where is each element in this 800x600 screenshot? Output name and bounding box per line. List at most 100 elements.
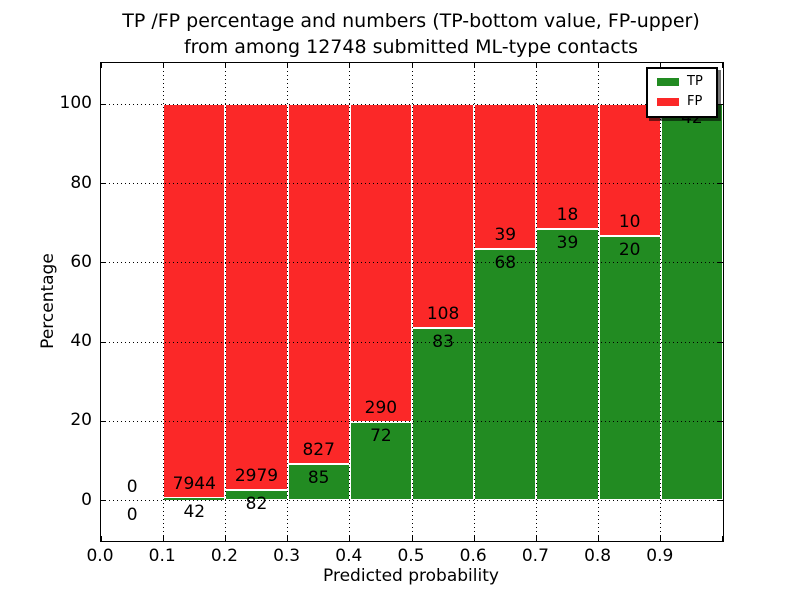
- bar-segment-fp: [474, 104, 537, 249]
- y-tick-label: 60: [70, 251, 92, 272]
- grid-layer: [101, 63, 723, 541]
- bars-layer: [101, 63, 723, 541]
- x-tick-mark: [349, 536, 351, 541]
- y-tick-mark: [101, 500, 106, 501]
- x-axis-label: Predicted probability: [323, 566, 499, 586]
- x-tick-mark-top: [411, 63, 413, 68]
- x-tick-mark: [100, 536, 102, 541]
- bar-value-label-tp: 0: [126, 504, 138, 525]
- y-tick-mark-right: [718, 183, 723, 185]
- x-tick-label: 0.4: [335, 546, 363, 566]
- y-tick-mark: [101, 183, 106, 185]
- plot-area: 0 0 7944 42 2979 82 827 85 290 72 108 83 39 68 18 39 10 2…: [100, 62, 724, 542]
- bar-value-label-tp: 72: [370, 425, 392, 446]
- bar-segment-fp: [412, 104, 475, 329]
- x-tick-mark: [224, 536, 226, 541]
- bar-segment-fp: [598, 104, 661, 237]
- bar-segment-tp: [536, 229, 599, 501]
- x-tick-mark-top: [349, 63, 351, 68]
- legend-entry: TP: [657, 75, 709, 89]
- v-gridline: [162, 63, 164, 541]
- y-tick-mark-right: [718, 500, 723, 501]
- x-tick-label: 0.5: [397, 546, 425, 566]
- legend-label: FP: [687, 94, 703, 109]
- bar-value-label-tp: 20: [618, 240, 641, 261]
- bar-segment-fp: [287, 104, 350, 464]
- legend: TP FP: [646, 67, 718, 118]
- bar-value-label-fp: 7944: [172, 474, 216, 495]
- bar-value-label-fp: 10: [618, 212, 641, 233]
- x-tick-mark-top: [473, 63, 475, 68]
- bar-value-label-fp: 39: [494, 224, 517, 245]
- x-tick-mark-top: [100, 63, 102, 68]
- x-tick-mark-top: [598, 63, 600, 68]
- bar-value-label-tp: 85: [307, 467, 330, 488]
- bar-value-label-fp: 0: [126, 476, 138, 497]
- bar-value-label-tp: 82: [245, 493, 268, 514]
- x-tick-mark-top: [224, 63, 226, 68]
- x-tick-mark: [287, 536, 289, 541]
- legend-swatch-fp: [657, 98, 679, 106]
- y-tick-label: 100: [59, 93, 92, 114]
- x-tick-label: 0.8: [584, 546, 612, 566]
- bar-value-label-fp: 2979: [234, 465, 279, 486]
- ticks-layer: [100, 63, 723, 541]
- v-gridline: [598, 63, 600, 541]
- x-tick-mark: [162, 536, 164, 541]
- bar-segment-tp: [660, 104, 723, 501]
- x-tick-mark: [721, 536, 723, 541]
- y-tick-mark-right: [718, 341, 723, 343]
- bar-value-label-fp: 290: [364, 397, 398, 418]
- legend-label: TP: [687, 74, 703, 89]
- bar-value-label-tp: 39: [556, 233, 579, 254]
- x-tick-mark: [473, 536, 475, 541]
- x-tick-label: 0.0: [86, 546, 114, 566]
- x-tick-label: 0.6: [459, 546, 487, 566]
- bar-segment-fp: [225, 104, 288, 490]
- x-tick-mark-top: [162, 63, 164, 68]
- x-tick-mark: [660, 536, 662, 541]
- legend-entry: FP: [657, 95, 709, 109]
- chart-title: TP /FP percentage and numbers (TP-bottom…: [100, 8, 722, 60]
- y-tick-label: 80: [70, 172, 92, 193]
- x-tick-mark: [598, 536, 600, 541]
- bar-value-label-tp: 42: [183, 502, 206, 523]
- bar-value-label-fp: 108: [426, 304, 460, 325]
- bar-segment-tp: [474, 248, 537, 501]
- y-tick-mark-right: [718, 103, 723, 105]
- y-tick-mark: [101, 420, 106, 422]
- bar-value-label-tp: 83: [432, 332, 454, 353]
- x-tick-label: 0.9: [646, 546, 674, 566]
- y-tick-mark: [101, 103, 106, 105]
- bar-segment-tp: [412, 328, 475, 501]
- bar-segment-tp: [349, 421, 412, 501]
- x-tick-mark: [411, 536, 413, 541]
- x-tick-label: 0.2: [210, 546, 238, 566]
- y-tick-mark-right: [718, 262, 723, 264]
- bar-segment-fp: [536, 104, 599, 230]
- v-gridline: [473, 63, 475, 541]
- y-axis-label: Percentage: [38, 253, 58, 349]
- x-tick-mark-top: [287, 63, 289, 68]
- x-tick-mark-top: [721, 63, 723, 68]
- x-tick-label: 0.7: [521, 546, 549, 566]
- chart-title-line-2: from among 12748 submitted ML-type conta…: [183, 36, 639, 58]
- v-gridline: [287, 63, 289, 541]
- bar-segment-tp: [287, 463, 350, 501]
- v-gridline: [535, 63, 537, 541]
- y-tick-label: 40: [70, 331, 92, 352]
- x-tick-mark-top: [660, 63, 662, 68]
- v-gridline: [411, 63, 413, 541]
- bar-segment-tp: [598, 236, 661, 501]
- chart-title-line-1: TP /FP percentage and numbers (TP-bottom…: [122, 10, 700, 32]
- x-tick-label: 0.1: [148, 546, 176, 566]
- bar-segment-tp: [163, 498, 226, 501]
- y-tick-mark: [101, 341, 106, 343]
- bar-value-label-tp: 68: [494, 252, 517, 273]
- y-tick-mark: [101, 262, 106, 264]
- v-gridline: [660, 63, 662, 541]
- y-tick-label: 20: [70, 410, 92, 431]
- v-gridline: [224, 63, 226, 541]
- y-tick-label: 0: [81, 489, 92, 510]
